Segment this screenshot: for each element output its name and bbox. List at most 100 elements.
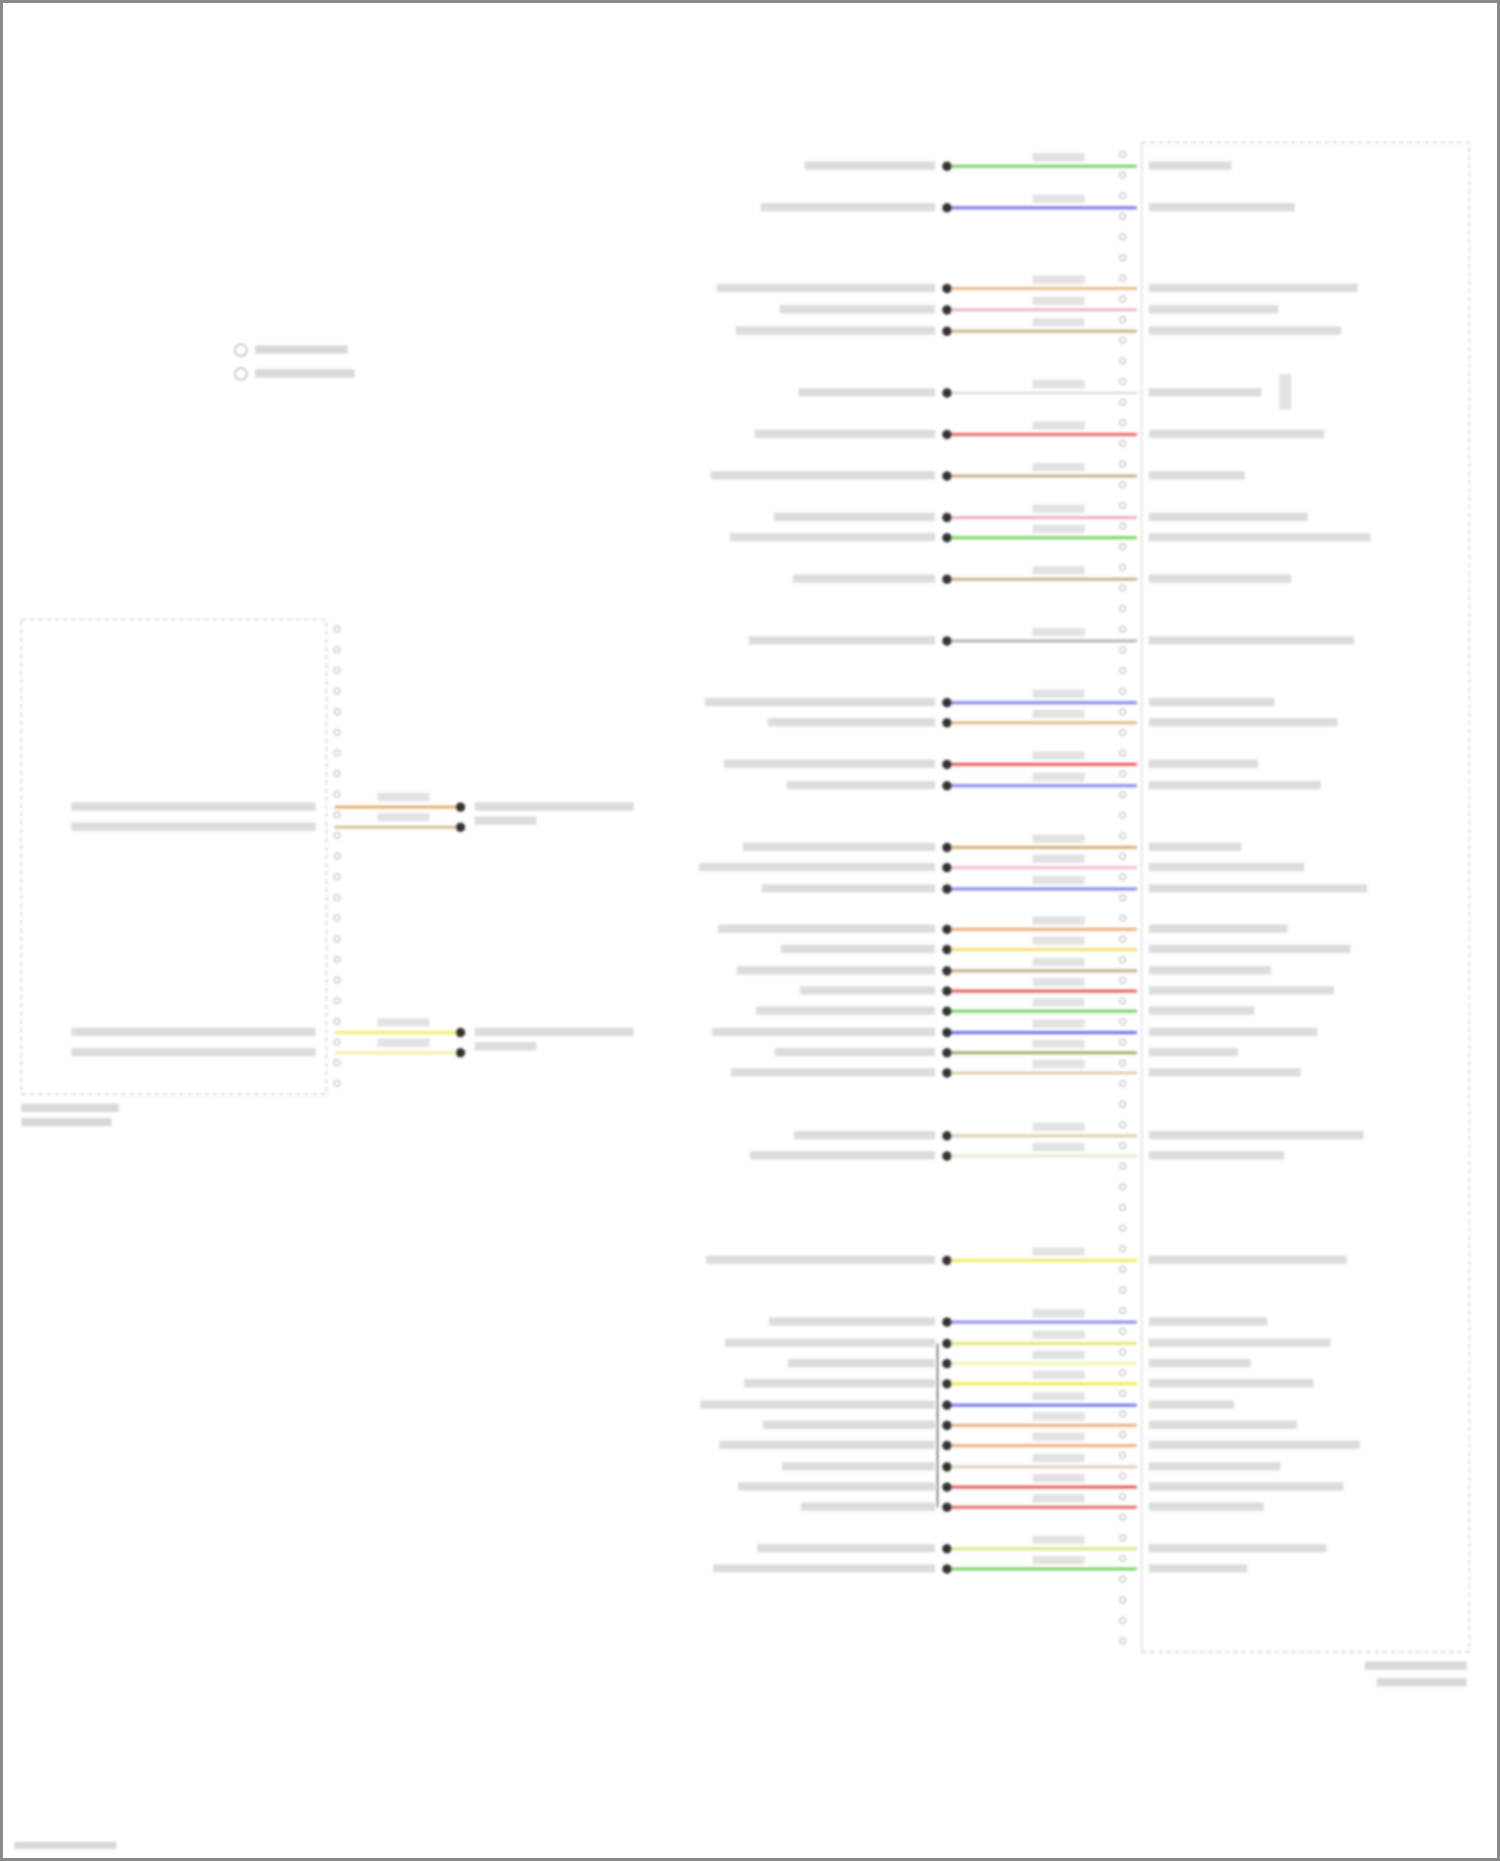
splice-dot: [942, 1255, 952, 1266]
wire-label-placeholder: [1032, 1309, 1085, 1318]
pin-marker: [1119, 1121, 1127, 1129]
wire-label-placeholder: [1032, 957, 1085, 967]
pin-marker: [1119, 646, 1127, 654]
splice-dot: [942, 1400, 952, 1410]
pin-marker: [1119, 1080, 1127, 1088]
pin-marker: [333, 955, 341, 964]
pin-marker: [1119, 708, 1127, 716]
wire-label-placeholder: [1032, 834, 1085, 843]
pin-marker: [1119, 894, 1127, 902]
splice-dot: [942, 1068, 952, 1078]
wire-label-placeholder: [1032, 1059, 1085, 1069]
pin-marker: [1119, 935, 1127, 943]
pin-marker: [1119, 1038, 1127, 1046]
pin-label-placeholder: [1148, 1006, 1255, 1015]
pin-marker: [1119, 1451, 1127, 1459]
pin-label-placeholder: [1148, 203, 1295, 212]
wire-label-placeholder: [1032, 1370, 1085, 1380]
splice-dot: [942, 884, 952, 894]
pin-label-placeholder: [1148, 1151, 1285, 1160]
pin-marker: [1119, 501, 1127, 509]
pin-marker: [1119, 460, 1127, 468]
circuit-label-placeholder: [474, 1027, 634, 1037]
splice-dot: [942, 532, 952, 543]
pin-marker: [1119, 336, 1127, 344]
circuit-label-placeholder: [717, 924, 936, 933]
pin-marker: [333, 873, 341, 881]
wire-label-placeholder: [1032, 875, 1085, 885]
pin-label-placeholder: [1148, 1317, 1268, 1326]
pin-label-placeholder: [1148, 1440, 1360, 1450]
pin-marker: [1119, 1245, 1127, 1253]
legend-symbol: [234, 367, 248, 381]
connector-name-placeholder: [1364, 1661, 1467, 1670]
pin-marker: [1119, 1183, 1127, 1191]
pin-marker: [1119, 377, 1127, 386]
pin-marker: [333, 1017, 341, 1025]
pin-marker: [1119, 832, 1127, 840]
wire-label-placeholder: [377, 792, 430, 802]
splice-dot: [942, 944, 952, 955]
splice-dot: [942, 429, 952, 440]
circuit-label-placeholder: [474, 1042, 537, 1051]
wire-label-placeholder: [1032, 462, 1085, 472]
pin-label-placeholder: [1148, 1131, 1364, 1140]
circuit-label-placeholder: [700, 1400, 936, 1409]
splice-dot: [942, 1379, 952, 1389]
pin-marker: [1119, 1637, 1127, 1645]
pin-label-placeholder: [1148, 305, 1279, 314]
pin-label-placeholder: [1148, 283, 1358, 293]
wire-label-placeholder: [1032, 998, 1085, 1007]
pin-marker: [1119, 625, 1127, 633]
wire-label-placeholder: [1032, 194, 1085, 204]
pin-marker: [1119, 1018, 1127, 1026]
wire-label-placeholder: [1032, 709, 1085, 719]
wire-label-placeholder: [1032, 524, 1085, 533]
circuit-label-placeholder: [755, 1006, 936, 1015]
circuit-label-placeholder: [716, 283, 936, 293]
splice-dot: [942, 388, 952, 398]
wire-label-placeholder: [1032, 977, 1085, 987]
wire-label-placeholder: [1032, 1019, 1085, 1028]
splice-dot: [942, 697, 952, 708]
pin-marker: [1119, 1059, 1127, 1067]
circuit-label-placeholder: [798, 388, 936, 397]
pin-marker: [333, 770, 341, 778]
pin-label-placeholder: [1148, 759, 1258, 768]
pin-label-placeholder: [1148, 1255, 1347, 1264]
circuit-label-placeholder: [768, 1317, 936, 1326]
pin-marker: [1119, 790, 1127, 799]
pin-marker: [333, 708, 341, 716]
wire-label-placeholder: [1032, 627, 1085, 637]
pin-label-placeholder: [1148, 326, 1341, 335]
pin-label-placeholder: [71, 802, 316, 811]
splice-dot: [942, 1047, 952, 1058]
pin-marker: [1119, 811, 1127, 819]
splice-dot: [942, 512, 952, 523]
pin-marker: [1119, 770, 1127, 778]
pin-marker: [1119, 1265, 1127, 1273]
pin-marker: [1119, 584, 1127, 592]
splice-dot: [942, 1358, 952, 1369]
splice-dot: [942, 574, 952, 584]
pin-marker: [333, 749, 341, 757]
splice-dot: [942, 718, 952, 728]
pin-marker: [1119, 192, 1127, 200]
circuit-label-placeholder: [738, 1482, 936, 1491]
pin-label-placeholder: [1148, 1068, 1301, 1077]
splice-dot: [942, 1151, 952, 1161]
pin-label-placeholder: [1148, 532, 1371, 542]
pin-label-placeholder: [1148, 1420, 1298, 1429]
wire-label-placeholder: [377, 1018, 430, 1027]
wire-label-placeholder: [1032, 1247, 1085, 1256]
pin-marker: [333, 687, 341, 695]
pin-marker: [1119, 254, 1127, 262]
splice-dot: [942, 759, 952, 770]
pin-marker: [1119, 233, 1127, 241]
circuit-label-placeholder: [773, 512, 936, 522]
wire-label-placeholder: [1032, 1494, 1085, 1503]
wire-label-placeholder: [1032, 1142, 1085, 1152]
wire-label-placeholder: [1032, 379, 1085, 389]
pin-marker: [1119, 956, 1127, 964]
wire-label-placeholder: [1032, 854, 1085, 863]
